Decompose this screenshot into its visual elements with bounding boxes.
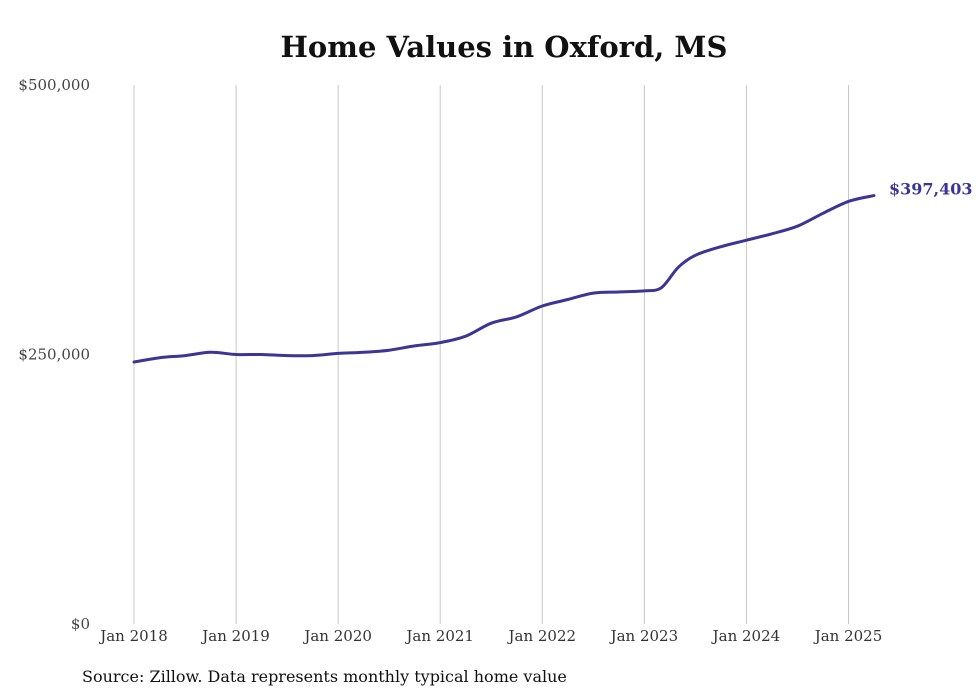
series-line: [132, 194, 876, 364]
y-axis: $500,000 $250,000 $0: [18, 76, 90, 633]
y-tick-label: $0: [71, 615, 90, 633]
y-tick-label: $500,000: [18, 76, 90, 94]
series-group: $397,403: [132, 180, 973, 364]
y-tick-label: $250,000: [18, 346, 90, 364]
x-axis: Jan 2018 Jan 2019 Jan 2020 Jan 2021 Jan 2022…: [98, 627, 882, 645]
chart-title: Home Values in Oxford, MS: [280, 30, 728, 64]
x-tick-label: Jan 2018: [98, 627, 168, 645]
source-note: Source: Zillow. Data represents monthly …: [82, 667, 567, 686]
x-tick-label: Jan 2019: [200, 627, 270, 645]
x-tick-label: Jan 2020: [302, 627, 372, 645]
x-tick-label: Jan 2023: [609, 627, 679, 645]
x-tick-label: Jan 2024: [711, 627, 781, 645]
x-tick-label: Jan 2025: [813, 627, 883, 645]
end-value-label: $397,403: [889, 180, 973, 199]
x-tick-label: Jan 2022: [506, 627, 576, 645]
x-tick-label: Jan 2021: [404, 627, 474, 645]
